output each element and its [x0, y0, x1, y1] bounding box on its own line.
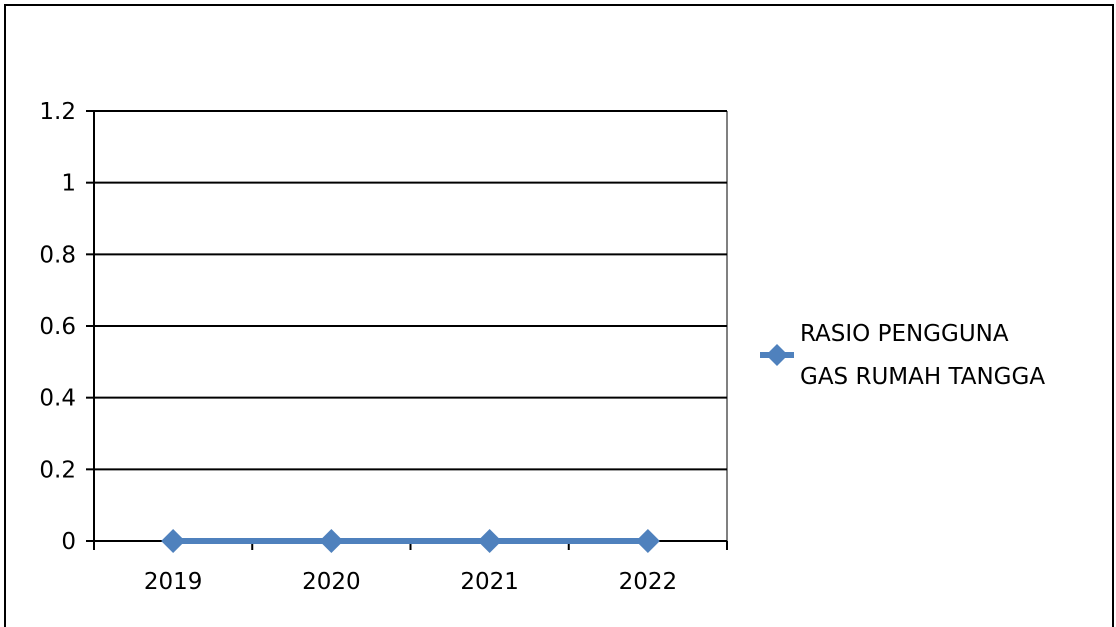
chart-frame [4, 4, 1114, 627]
gridlines [94, 110, 727, 471]
data-point-marker [319, 529, 344, 553]
y-tick-label: 1.2 [39, 99, 76, 125]
y-tick-label: 1 [61, 171, 76, 197]
data-point-marker [635, 529, 660, 553]
legend-label: GAS RUMAH TANGGA [800, 364, 1045, 390]
axes [86, 110, 728, 550]
x-tick-label: 2020 [302, 569, 361, 595]
x-tick-label: 2022 [619, 569, 678, 595]
y-tick-label: 0.6 [39, 314, 76, 340]
legend: RASIO PENGGUNA GAS RUMAH TANGGA [760, 321, 1045, 390]
series-layer [161, 529, 660, 553]
legend-label: RASIO PENGGUNA [800, 321, 1009, 347]
data-point-marker [161, 529, 186, 553]
legend-marker [766, 344, 788, 366]
x-tick-label: 2021 [460, 569, 519, 595]
y-tick-labels: 0 0.2 0.4 0.6 0.8 1 1.2 [39, 99, 76, 555]
y-tick-label: 0 [61, 529, 76, 555]
x-tick-labels: 2019 2020 2021 2022 [144, 569, 677, 595]
data-point-marker [477, 529, 502, 553]
y-tick-label: 0.8 [39, 242, 76, 268]
x-tick-label: 2019 [144, 569, 203, 595]
y-tick-label: 0.2 [39, 457, 76, 483]
y-tick-label: 0.4 [39, 386, 76, 412]
